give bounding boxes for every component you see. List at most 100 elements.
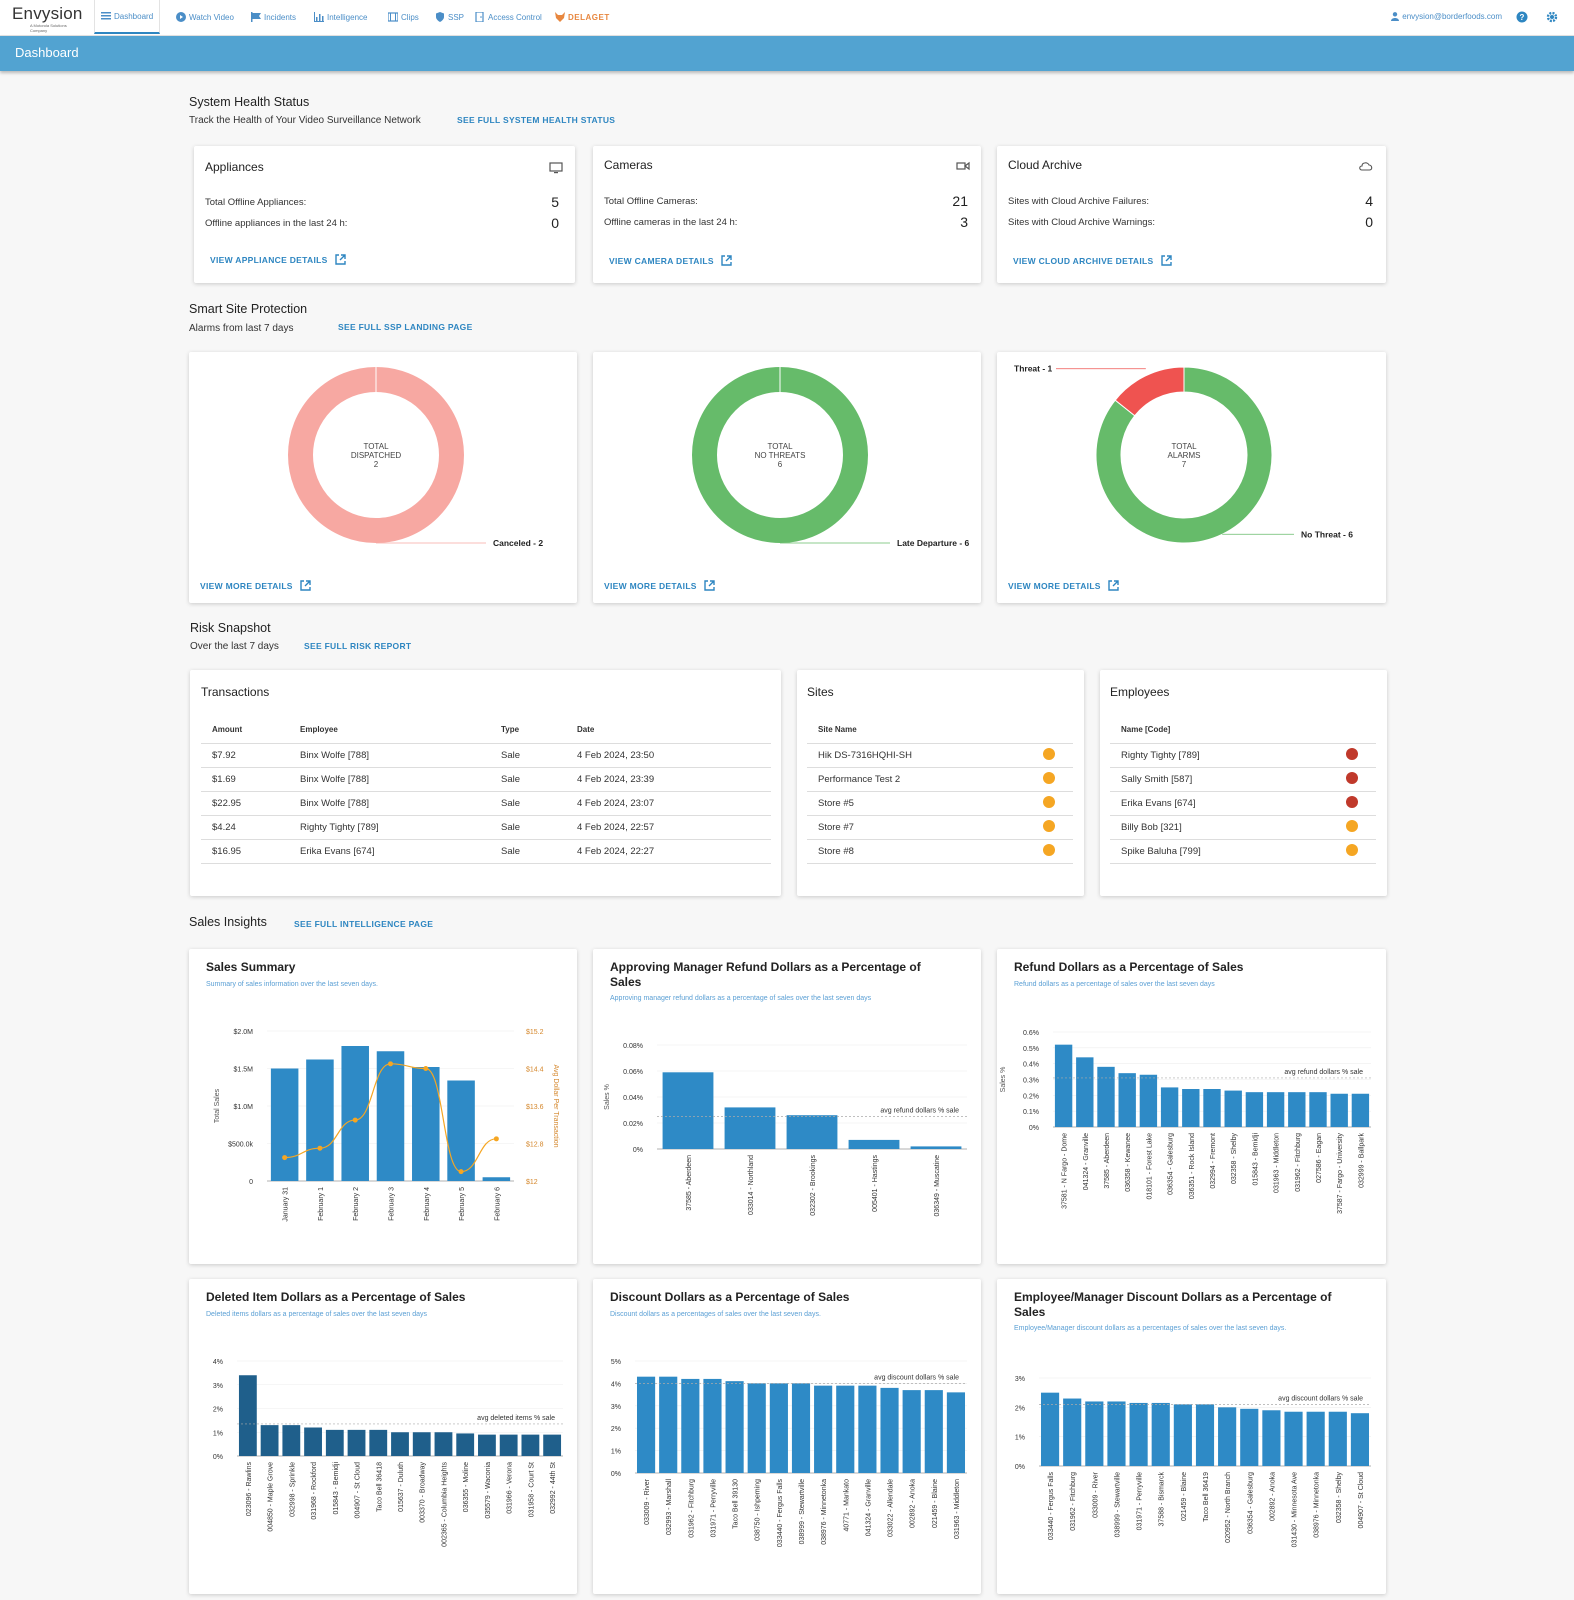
table-row[interactable]: $4.24 Righty Tighty [789] Sale 4 Feb 2024, … bbox=[201, 815, 771, 840]
tab-ssp[interactable]: SSP bbox=[435, 0, 464, 34]
bar[interactable] bbox=[1350, 1413, 1370, 1466]
tab-watch-video[interactable]: Watch Video bbox=[176, 0, 234, 34]
view-more-details-link[interactable]: VIEW MORE DETAILS bbox=[1008, 580, 1119, 591]
table-row[interactable]: $1.69 Binx Wolfe [788] Sale 4 Feb 2024, 23:… bbox=[201, 767, 771, 792]
bar[interactable] bbox=[1139, 1074, 1158, 1127]
bar[interactable] bbox=[924, 1390, 943, 1473]
bar[interactable] bbox=[1076, 1057, 1094, 1127]
bar[interactable] bbox=[306, 1059, 334, 1182]
table-row[interactable]: Righty Tighty [789] bbox=[1110, 743, 1376, 768]
bar[interactable] bbox=[1330, 1093, 1348, 1127]
view-cloud-archive-details-link[interactable]: VIEW CLOUD ARCHIVE DETAILS bbox=[1013, 255, 1172, 266]
bar[interactable] bbox=[725, 1381, 744, 1473]
bar[interactable] bbox=[1351, 1093, 1370, 1127]
bar[interactable] bbox=[747, 1383, 766, 1473]
bar[interactable] bbox=[325, 1429, 344, 1456]
line-point[interactable] bbox=[388, 1061, 393, 1067]
bar[interactable] bbox=[543, 1434, 562, 1456]
bar[interactable] bbox=[282, 1425, 301, 1456]
tab-access-control[interactable]: Access Control bbox=[475, 0, 542, 34]
bar[interactable] bbox=[703, 1378, 722, 1473]
bar[interactable] bbox=[1097, 1066, 1115, 1127]
bar[interactable] bbox=[1054, 1044, 1073, 1127]
line-point[interactable] bbox=[458, 1169, 464, 1175]
bar[interactable] bbox=[270, 1068, 299, 1182]
table-row[interactable]: Sally Smith [587] bbox=[1110, 767, 1376, 792]
bar[interactable] bbox=[662, 1072, 714, 1149]
bar[interactable] bbox=[478, 1434, 496, 1456]
table-row[interactable]: $16.95 Erika Evans [674] Sale 4 Feb 2024, 2… bbox=[201, 839, 771, 864]
bar[interactable] bbox=[814, 1385, 833, 1473]
line-point[interactable] bbox=[282, 1155, 288, 1161]
table-row[interactable]: Spike Baluha [799] bbox=[1110, 839, 1376, 864]
line-point[interactable] bbox=[423, 1066, 429, 1071]
bar[interactable] bbox=[848, 1139, 900, 1149]
bar[interactable] bbox=[1151, 1402, 1170, 1466]
line-point[interactable] bbox=[493, 1136, 499, 1142]
bar[interactable] bbox=[836, 1385, 855, 1473]
bar[interactable] bbox=[1224, 1090, 1242, 1127]
bar[interactable] bbox=[769, 1383, 788, 1473]
table-row[interactable]: Store #7 bbox=[807, 815, 1073, 840]
line-point[interactable] bbox=[352, 1117, 358, 1123]
bar[interactable] bbox=[880, 1387, 899, 1473]
help-icon[interactable]: ? bbox=[1516, 11, 1528, 23]
see-full-risk-report-link[interactable]: SEE FULL RISK REPORT bbox=[304, 641, 412, 651]
bar[interactable] bbox=[946, 1392, 966, 1473]
table-row[interactable]: $7.92 Binx Wolfe [788] Sale 4 Feb 2024, 23:… bbox=[201, 743, 771, 768]
donut-segment[interactable] bbox=[1095, 366, 1273, 544]
bar[interactable] bbox=[1118, 1073, 1136, 1127]
bar[interactable] bbox=[1309, 1092, 1327, 1127]
envysion-logo[interactable]: Envysion A Motorola Solutions Company bbox=[12, 4, 84, 33]
tab-incidents[interactable]: Incidents bbox=[251, 0, 296, 34]
bar[interactable] bbox=[1284, 1411, 1303, 1466]
bar[interactable] bbox=[369, 1429, 388, 1456]
tab-dashboard[interactable]: Dashboard bbox=[94, 0, 161, 34]
bar[interactable] bbox=[1195, 1404, 1215, 1466]
donut-segment[interactable] bbox=[1114, 366, 1185, 417]
bar[interactable] bbox=[1240, 1408, 1259, 1466]
bar[interactable] bbox=[260, 1425, 279, 1456]
bar[interactable] bbox=[1218, 1407, 1237, 1466]
bar[interactable] bbox=[376, 1051, 405, 1181]
see-full-ssp-link[interactable]: SEE FULL SSP LANDING PAGE bbox=[338, 322, 473, 332]
bar[interactable] bbox=[791, 1383, 811, 1473]
table-row[interactable]: Billy Bob [321] bbox=[1110, 815, 1376, 840]
bar[interactable] bbox=[347, 1429, 366, 1456]
bar[interactable] bbox=[304, 1427, 322, 1457]
bar[interactable] bbox=[659, 1376, 678, 1473]
bar[interactable] bbox=[1203, 1089, 1221, 1127]
view-camera-details-link[interactable]: VIEW CAMERA DETAILS bbox=[609, 255, 732, 266]
bar[interactable] bbox=[724, 1107, 776, 1149]
bar[interactable] bbox=[482, 1177, 511, 1181]
view-more-details-link[interactable]: VIEW MORE DETAILS bbox=[604, 580, 715, 591]
see-full-system-health-link[interactable]: SEE FULL SYSTEM HEALTH STATUS bbox=[457, 115, 616, 125]
bar[interactable] bbox=[910, 1146, 962, 1149]
tab-clips[interactable]: Clips bbox=[388, 0, 419, 34]
table-row[interactable]: Erika Evans [674] bbox=[1110, 791, 1376, 816]
table-row[interactable]: Store #5 bbox=[807, 791, 1073, 816]
bar[interactable] bbox=[1040, 1392, 1060, 1466]
table-row[interactable]: $22.95 Binx Wolfe [788] Sale 4 Feb 2024, 23… bbox=[201, 791, 771, 816]
bar[interactable] bbox=[238, 1375, 257, 1456]
bar[interactable] bbox=[1306, 1411, 1325, 1466]
table-row[interactable]: Store #8 bbox=[807, 839, 1073, 864]
user-menu[interactable]: envysion@borderfoods.com bbox=[1391, 12, 1502, 21]
see-full-intelligence-link[interactable]: SEE FULL INTELLIGENCE PAGE bbox=[294, 919, 434, 929]
bar[interactable] bbox=[1266, 1092, 1285, 1127]
view-more-details-link[interactable]: VIEW MORE DETAILS bbox=[200, 580, 311, 591]
bar[interactable] bbox=[1288, 1092, 1306, 1127]
bar[interactable] bbox=[1129, 1402, 1148, 1466]
view-appliance-details-link[interactable]: VIEW APPLIANCE DETAILS bbox=[210, 254, 346, 265]
bar[interactable] bbox=[1173, 1404, 1192, 1466]
bar[interactable] bbox=[499, 1434, 518, 1456]
bar[interactable] bbox=[1262, 1410, 1281, 1466]
tab-intelligence[interactable]: Intelligence bbox=[314, 0, 367, 34]
line-point[interactable] bbox=[317, 1145, 323, 1151]
bar[interactable] bbox=[636, 1376, 656, 1473]
bar[interactable] bbox=[434, 1432, 453, 1456]
bar[interactable] bbox=[391, 1432, 409, 1456]
bar[interactable] bbox=[521, 1434, 540, 1456]
bar[interactable] bbox=[1245, 1092, 1264, 1127]
table-row[interactable]: Performance Test 2 bbox=[807, 767, 1073, 792]
